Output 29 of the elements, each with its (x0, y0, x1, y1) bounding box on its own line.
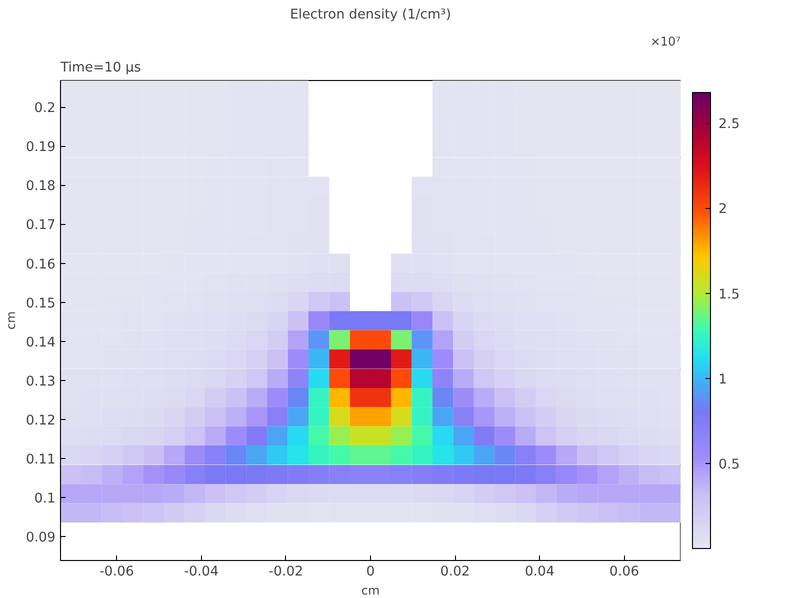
x-tick-label: -0.02 (268, 564, 304, 580)
x-axis-title: cm (361, 584, 380, 598)
x-tick-label: 0.04 (524, 564, 555, 580)
y-tick-label: 0.15 (26, 296, 56, 312)
y-axis-title: cm (4, 311, 18, 330)
y-tick-label: 0.14 (26, 335, 56, 350)
color-bar-label: 1 (718, 372, 727, 388)
y-tick-label: 0.16 (26, 257, 56, 272)
x-tick-label: -0.06 (100, 564, 134, 580)
y-tick-label: 0.18 (26, 179, 56, 194)
color-bar-title: ×10⁷ (650, 34, 681, 48)
x-tick-label: -0.04 (184, 564, 219, 580)
chart-title: Electron density (1/cm³) (290, 8, 452, 22)
color-bar-label: 2.5 (718, 117, 740, 132)
y-tick-label: 0.17 (26, 218, 56, 234)
y-tick-label: 0.13 (26, 374, 56, 390)
color-bar-label: 0.5 (718, 457, 740, 472)
x-tick-label: 0.02 (440, 564, 470, 580)
x-tick-label: 0 (366, 564, 375, 580)
color-bar-label: 1.5 (718, 287, 740, 302)
y-tick-label: 0.2 (34, 101, 56, 116)
color-bar-label: 2 (718, 202, 727, 218)
y-tick-label: 0.19 (26, 140, 56, 156)
y-tick-label: 0.1 (34, 492, 56, 507)
text: Time=10 µs (60, 60, 141, 76)
y-tick-label: 0.09 (26, 530, 56, 546)
y-tick-label: 0.12 (26, 414, 56, 429)
y-tick-label: 0.11 (26, 452, 56, 468)
x-tick-label: 0.06 (609, 564, 640, 580)
